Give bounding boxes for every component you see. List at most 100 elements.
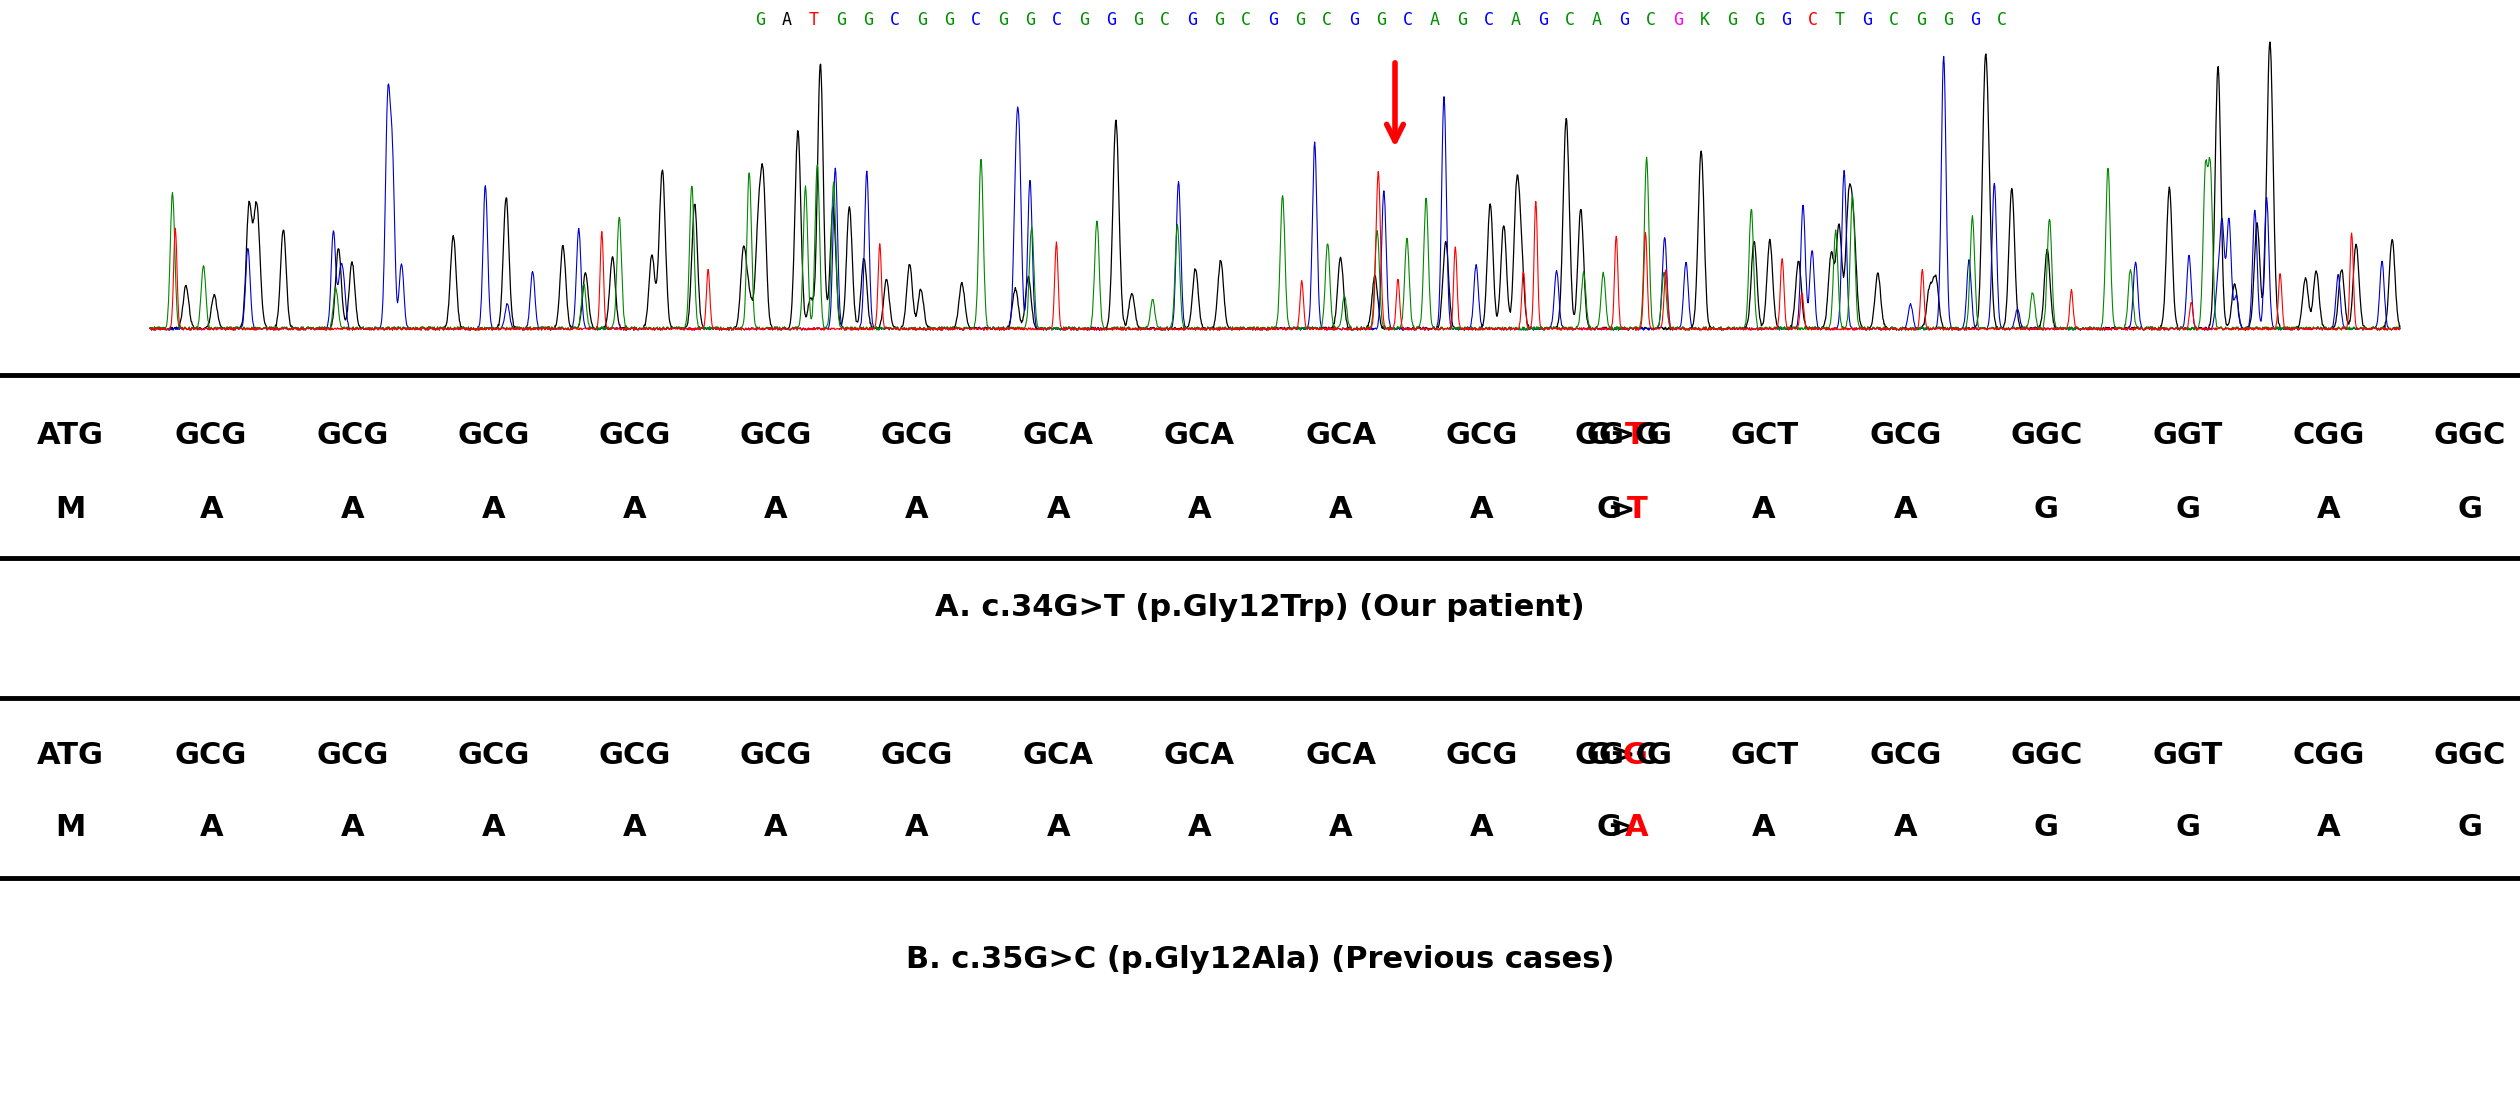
Text: C: C bbox=[1404, 11, 1414, 30]
Text: G: G bbox=[1726, 11, 1736, 30]
Text: G: G bbox=[1635, 421, 1661, 449]
Text: M: M bbox=[55, 813, 86, 843]
Text: GCT: GCT bbox=[1731, 740, 1799, 769]
Text: G: G bbox=[1295, 11, 1305, 30]
Text: GGC: GGC bbox=[2011, 740, 2082, 769]
Text: G: G bbox=[1134, 11, 1144, 30]
Text: G: G bbox=[1348, 11, 1358, 30]
Text: A: A bbox=[764, 813, 789, 843]
Text: G: G bbox=[1588, 421, 1610, 449]
Text: C: C bbox=[1159, 11, 1169, 30]
Text: G: G bbox=[1575, 740, 1600, 769]
Text: G: G bbox=[1598, 421, 1623, 449]
Text: GCG: GCG bbox=[741, 421, 811, 449]
Text: G: G bbox=[1537, 11, 1547, 30]
Text: G: G bbox=[1598, 495, 1620, 525]
Text: G: G bbox=[1106, 11, 1116, 30]
Text: CGG: CGG bbox=[2293, 740, 2364, 769]
Text: A. c.34G>T (p.Gly12Trp) (Our patient): A. c.34G>T (p.Gly12Trp) (Our patient) bbox=[935, 593, 1585, 623]
Text: A: A bbox=[340, 813, 365, 843]
Text: GCA: GCA bbox=[1023, 421, 1094, 449]
Text: A: A bbox=[622, 813, 648, 843]
Text: T: T bbox=[1625, 421, 1646, 449]
Text: G: G bbox=[945, 11, 955, 30]
Text: G: G bbox=[1598, 813, 1620, 843]
Text: C: C bbox=[1565, 11, 1575, 30]
Text: GCA: GCA bbox=[1305, 740, 1376, 769]
Text: G: G bbox=[1943, 11, 1953, 30]
Text: A: A bbox=[781, 11, 791, 30]
Text: ATG: ATG bbox=[35, 421, 103, 449]
Text: GCG: GCG bbox=[315, 421, 388, 449]
Text: G: G bbox=[1215, 11, 1225, 30]
Text: C: C bbox=[1484, 11, 1494, 30]
Text: GCG: GCG bbox=[1870, 421, 1940, 449]
Text: G: G bbox=[1915, 11, 1925, 30]
Text: GCA: GCA bbox=[1164, 421, 1235, 449]
Text: C: C bbox=[1323, 11, 1333, 30]
Text: GCG: GCG bbox=[600, 421, 670, 449]
Text: G: G bbox=[2175, 495, 2200, 525]
Text: G: G bbox=[1588, 740, 1610, 769]
Text: G: G bbox=[917, 11, 927, 30]
Text: GCG: GCG bbox=[315, 740, 388, 769]
Text: A: A bbox=[481, 813, 507, 843]
Text: C: C bbox=[1646, 11, 1656, 30]
Text: A: A bbox=[1328, 813, 1353, 843]
Text: GGC: GGC bbox=[2011, 421, 2082, 449]
Text: GGT: GGT bbox=[2152, 421, 2223, 449]
Text: G: G bbox=[1673, 11, 1683, 30]
Text: G: G bbox=[1079, 11, 1089, 30]
Text: G: G bbox=[1618, 11, 1628, 30]
Text: GGC: GGC bbox=[2434, 740, 2507, 769]
Text: G: G bbox=[1457, 11, 1467, 30]
Text: G: G bbox=[1646, 421, 1671, 449]
Text: GCA: GCA bbox=[1164, 740, 1235, 769]
Text: G: G bbox=[2034, 495, 2059, 525]
Text: >: > bbox=[1610, 495, 1635, 525]
Text: T: T bbox=[1625, 495, 1648, 525]
Text: GCG: GCG bbox=[174, 740, 247, 769]
Text: A: A bbox=[1328, 495, 1353, 525]
Text: G: G bbox=[1754, 11, 1764, 30]
Text: GCG: GCG bbox=[1446, 740, 1517, 769]
Text: A: A bbox=[2316, 495, 2341, 525]
Text: G: G bbox=[2034, 813, 2059, 843]
Text: GCA: GCA bbox=[1305, 421, 1376, 449]
Text: GCG: GCG bbox=[174, 421, 247, 449]
Text: GCG: GCG bbox=[456, 421, 529, 449]
Text: G: G bbox=[1187, 11, 1197, 30]
Text: A: A bbox=[1187, 813, 1212, 843]
Text: A: A bbox=[905, 495, 930, 525]
Text: >: > bbox=[1610, 740, 1635, 769]
Text: A: A bbox=[340, 495, 365, 525]
Text: C: C bbox=[970, 11, 980, 30]
Text: G: G bbox=[1376, 11, 1386, 30]
Text: G: G bbox=[1862, 11, 1872, 30]
Text: A: A bbox=[199, 813, 222, 843]
Text: G: G bbox=[756, 11, 766, 30]
Text: C: C bbox=[1890, 11, 1900, 30]
Text: C: C bbox=[1807, 11, 1817, 30]
Text: C: C bbox=[890, 11, 900, 30]
Text: G: G bbox=[1646, 740, 1671, 769]
Text: GCG: GCG bbox=[1870, 740, 1940, 769]
Text: GCT: GCT bbox=[1731, 421, 1799, 449]
Text: A: A bbox=[1751, 813, 1777, 843]
Text: G: G bbox=[1623, 740, 1648, 769]
Text: GCG: GCG bbox=[741, 740, 811, 769]
Text: A: A bbox=[905, 813, 930, 843]
Text: G: G bbox=[1598, 740, 1623, 769]
Text: C: C bbox=[1996, 11, 2006, 30]
Text: A: A bbox=[1046, 813, 1071, 843]
Text: A: A bbox=[1893, 495, 1918, 525]
Text: GCG: GCG bbox=[882, 740, 953, 769]
Text: A: A bbox=[622, 495, 648, 525]
Text: G: G bbox=[2175, 813, 2200, 843]
Text: ATG: ATG bbox=[35, 740, 103, 769]
Text: A: A bbox=[199, 495, 222, 525]
Text: A: A bbox=[1593, 11, 1603, 30]
Text: G: G bbox=[1575, 421, 1600, 449]
Text: C: C bbox=[1240, 11, 1250, 30]
Text: G: G bbox=[862, 11, 872, 30]
